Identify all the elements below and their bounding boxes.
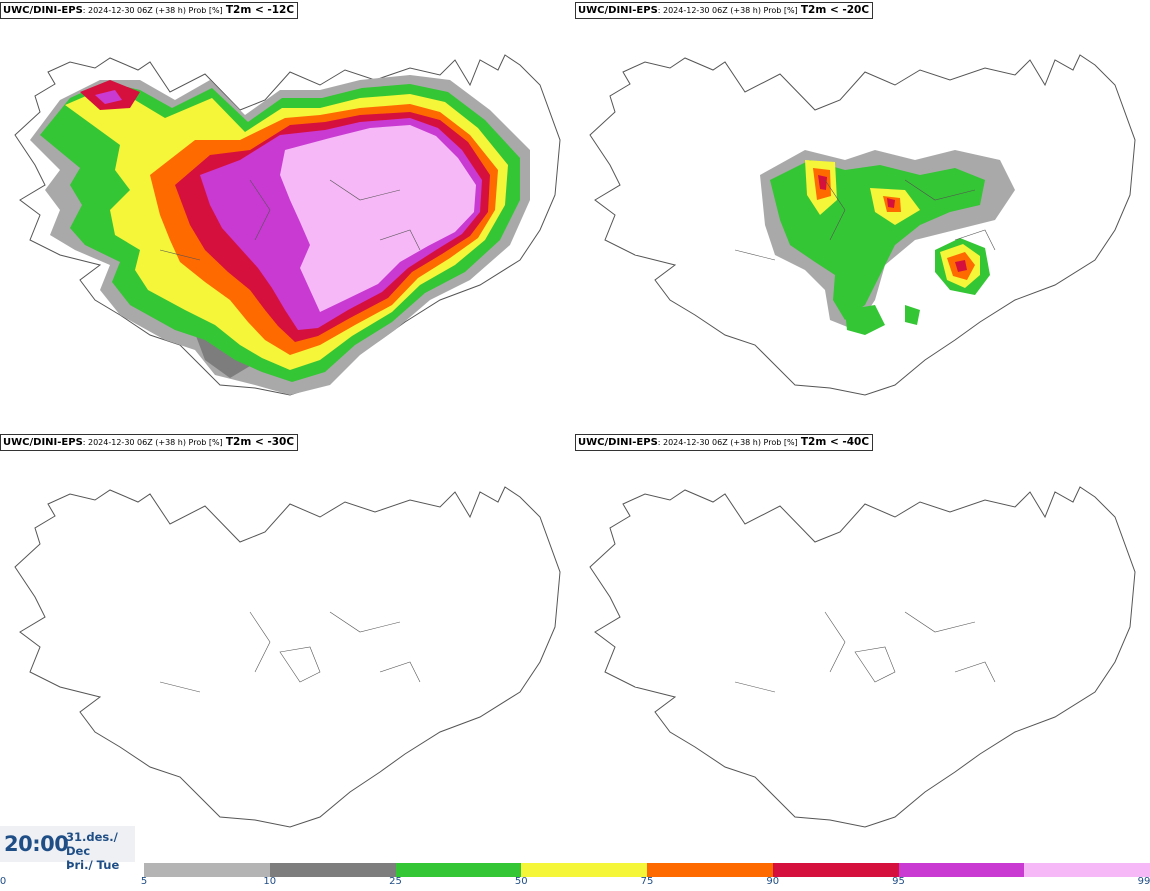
iceland-probability-map xyxy=(14,486,561,828)
colorbar-segment xyxy=(898,863,1025,877)
colorbar-tick-label: 90 xyxy=(766,876,780,887)
prob-east-cell-red xyxy=(955,260,967,272)
valid-time: 20:00 xyxy=(4,832,69,856)
iceland-probability-map xyxy=(14,54,561,396)
map-panel-t2m-minus12: UWC/DINI-EPS: 2024-12-30 06Z (+38 h) Pro… xyxy=(0,0,575,432)
prob-south-cells xyxy=(845,305,920,335)
iceland-probability-map xyxy=(589,486,1136,828)
colorbar-segment xyxy=(395,863,522,877)
colorbar-tick-label: 99 xyxy=(1137,876,1150,887)
valid-date: 31.des./ Dec Þri./ Tue xyxy=(66,830,135,872)
valid-day-line: Þri./ Tue xyxy=(66,858,120,872)
colorbar-tick-label: 50 xyxy=(514,876,528,887)
colorbar-segment xyxy=(269,863,396,877)
colorbar-tick-label: 10 xyxy=(263,876,277,887)
inland-contours xyxy=(159,611,421,693)
panel-title: UWC/DINI-EPS: 2024-12-30 06Z (+38 h) Pro… xyxy=(0,2,299,19)
colorbar-ticks: 0 5 10 25 50 75 90 95 99 xyxy=(0,876,1150,890)
map-panel-t2m-minus20: UWC/DINI-EPS: 2024-12-30 06Z (+38 h) Pro… xyxy=(575,0,1150,432)
probability-colorbar xyxy=(144,863,1150,877)
map-panel-t2m-minus40: UWC/DINI-EPS: 2024-12-30 06Z (+38 h) Pro… xyxy=(575,432,1150,864)
prob-99-area xyxy=(280,125,476,312)
panel-title: UWC/DINI-EPS: 2024-12-30 06Z (+38 h) Pro… xyxy=(0,434,299,451)
iceland-outline xyxy=(14,486,561,828)
colorbar-segment xyxy=(772,863,899,877)
prob-90-95-area-2 xyxy=(887,198,895,208)
westfjords-peak xyxy=(95,90,122,104)
colorbar-segment xyxy=(521,863,647,877)
colorbar-tick-label: 5 xyxy=(140,876,148,887)
iceland-probability-map xyxy=(589,54,1136,396)
colorbar-tick-label: 25 xyxy=(389,876,402,887)
map-panel-t2m-minus30: UWC/DINI-EPS: 2024-12-30 06Z (+38 h) Pro… xyxy=(0,432,575,864)
prob-90-95-area xyxy=(818,175,827,190)
colorbar-tick-label: 0 xyxy=(0,876,7,887)
valid-date-line: 31.des./ Dec xyxy=(66,830,118,858)
colorbar-segment xyxy=(647,863,773,877)
colorbar-segment xyxy=(1024,863,1150,877)
panel-title: UWC/DINI-EPS: 2024-12-30 06Z (+38 h) Pro… xyxy=(575,2,874,19)
colorbar-tick-label: 75 xyxy=(640,876,654,887)
inland-contours xyxy=(159,179,421,261)
colorbar-segment xyxy=(144,863,270,877)
panel-title: UWC/DINI-EPS: 2024-12-30 06Z (+38 h) Pro… xyxy=(575,434,874,451)
inland-contours xyxy=(734,611,996,693)
inland-contours xyxy=(734,179,996,261)
valid-time-box: 20:00 31.des./ Dec Þri./ Tue xyxy=(0,826,135,872)
iceland-outline xyxy=(589,486,1136,828)
colorbar-tick-label: 95 xyxy=(892,876,905,887)
